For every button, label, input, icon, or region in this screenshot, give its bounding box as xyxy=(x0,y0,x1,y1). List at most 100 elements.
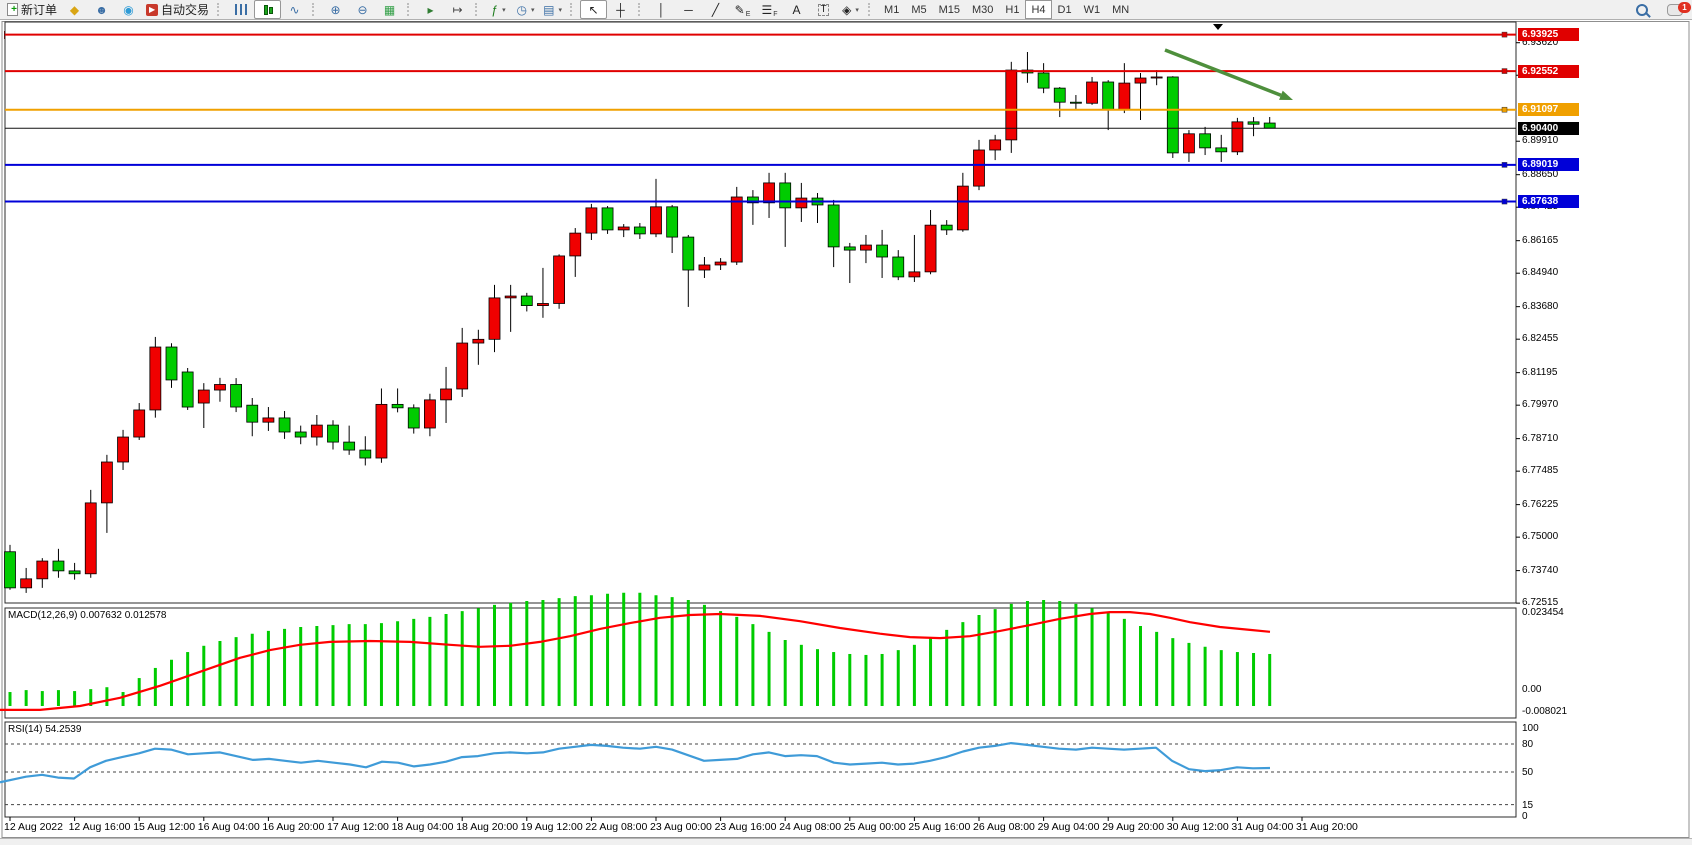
line-handle-icon[interactable] xyxy=(1501,31,1508,38)
trend-arrow[interactable] xyxy=(1164,48,1293,100)
candlestick-icon xyxy=(262,4,274,16)
rsi-scale-label: 50 xyxy=(1522,767,1534,778)
candle-body xyxy=(633,226,646,235)
timeframe-h1[interactable]: H1 xyxy=(1005,3,1020,16)
line-handle-icon[interactable] xyxy=(1501,68,1508,74)
new-order-button[interactable]: + 新订单 xyxy=(3,0,61,19)
candlestick-chart-button[interactable] xyxy=(254,0,282,19)
time-axis-label: 12 Aug 2022 xyxy=(4,821,63,833)
candle-body xyxy=(472,338,485,344)
candle-body xyxy=(262,417,275,423)
horizontal-line-icon: ─ xyxy=(684,2,693,17)
arrows-button[interactable]: ◈ ▾ xyxy=(837,0,864,19)
bar-chart-button[interactable] xyxy=(227,0,254,19)
zoom-out-button[interactable]: ⊖ xyxy=(349,0,376,19)
line-handle-icon[interactable] xyxy=(1501,162,1508,168)
candle-body xyxy=(601,207,614,231)
metaeditor-icon: ◆ xyxy=(69,2,80,17)
timeframe-mn[interactable]: MN xyxy=(1112,3,1130,16)
time-axis-label: 31 Aug 20:00 xyxy=(1296,821,1358,833)
timeframe-m5[interactable]: M5 xyxy=(911,3,927,16)
text-label-icon: T xyxy=(818,3,829,16)
toolbar: + 新订单 ◆ ☻ ◉ ▶ 自动交易 ∿ ⊕ ⊖ ▦ ▸ ↦ ƒ ▾ ◷ ▾ ▤ ▾ ↖ ┼ │ ─ ╱ ✎ E ☰ F A T ◈ ▾ M1 M… xyxy=(0,0,1692,20)
candle-body xyxy=(989,139,1002,151)
signals-button[interactable]: ◉ xyxy=(115,0,142,19)
trend-arrow-head xyxy=(1279,90,1293,100)
candle-body xyxy=(1102,81,1115,111)
line-handle-icon[interactable] xyxy=(1501,106,1508,113)
new-order-button-label: 新订单 xyxy=(21,3,58,17)
chart-shift-marker-icon xyxy=(1213,24,1223,30)
fibonacci-button[interactable]: ☰ F xyxy=(756,0,783,19)
candle-body xyxy=(84,502,97,575)
candle-body xyxy=(68,570,81,575)
price-scale-tick: 6.83680 xyxy=(1522,300,1559,312)
timeframe-m1[interactable]: M1 xyxy=(884,3,900,16)
tile-windows-button[interactable]: ▦ xyxy=(376,0,403,19)
candle-body xyxy=(682,236,695,271)
candle-body xyxy=(1118,82,1131,111)
price-badge: 6.91097 xyxy=(1518,103,1579,117)
time-axis-label: 26 Aug 08:00 xyxy=(973,821,1035,833)
chat-button[interactable]: 1 xyxy=(1661,1,1691,20)
candle-body xyxy=(197,389,210,404)
trend-arrow-line[interactable] xyxy=(1164,48,1282,97)
level-lines[interactable] xyxy=(5,31,1516,205)
crosshair-button[interactable]: ┼ xyxy=(607,0,634,19)
price-scale-tick: 6.73740 xyxy=(1522,564,1559,576)
candle-body xyxy=(553,255,565,304)
text-button[interactable]: A xyxy=(783,0,810,19)
templates-button[interactable]: ▤ ▾ xyxy=(539,0,566,19)
chevron-down-icon: ▾ xyxy=(502,6,506,14)
candle-body xyxy=(827,204,840,248)
timeframe-m30[interactable]: M30 xyxy=(972,3,994,16)
candle-body xyxy=(908,271,921,278)
timeframe-m15[interactable]: M15 xyxy=(938,3,960,16)
equidistant-channel-button[interactable]: ✎ E xyxy=(729,0,756,19)
price-scale-tick: 6.93620 xyxy=(1522,36,1559,48)
auto-scroll-button[interactable]: ▸ xyxy=(417,0,444,19)
candle-body xyxy=(101,461,113,504)
line-handle-icon[interactable] xyxy=(1501,198,1508,205)
autotrading-button[interactable]: ▶ 自动交易 xyxy=(142,0,213,19)
time-axis-label: 19 Aug 12:00 xyxy=(520,821,583,833)
periods-button[interactable]: ◷ ▾ xyxy=(512,0,539,19)
indicators-button[interactable]: ƒ ▾ xyxy=(485,0,512,19)
chart-shift-button[interactable]: ↦ xyxy=(444,0,471,19)
equidistant-channel-icon-sub: E xyxy=(745,11,751,18)
candle-body xyxy=(133,409,146,438)
trendline-button[interactable]: ╱ xyxy=(702,0,729,19)
candle-body xyxy=(747,196,759,204)
community-button[interactable]: ☻ xyxy=(88,0,115,19)
search-button[interactable] xyxy=(1628,1,1655,20)
text-label-button[interactable]: T xyxy=(810,0,837,19)
time-axis-label: 30 Aug 12:00 xyxy=(1166,821,1229,833)
toolbar-separator xyxy=(407,3,413,16)
time-axis-label: 25 Aug 16:00 xyxy=(908,821,971,833)
candle-body xyxy=(440,388,452,401)
rsi-label: RSI(14) 54.2539 xyxy=(8,724,82,735)
candle-body xyxy=(117,436,129,463)
vertical-line-button[interactable]: │ xyxy=(648,0,675,19)
macd-scale-label: -0.008021 xyxy=(1522,706,1568,717)
equidistant-channel-icon: ✎ xyxy=(734,2,745,17)
line-chart-button[interactable]: ∿ xyxy=(281,0,308,19)
price-scale-tick: 6.84940 xyxy=(1522,267,1559,279)
timeframe-d1[interactable]: D1 xyxy=(1057,3,1072,16)
candle-body xyxy=(149,346,162,411)
cursor-button[interactable]: ↖ xyxy=(580,0,608,19)
timeframe-h4[interactable]: H4 xyxy=(1025,0,1052,19)
time-axis-label: 25 Aug 00:00 xyxy=(843,821,906,833)
candle-body xyxy=(940,224,953,231)
toolbar-separator xyxy=(868,3,874,16)
time-axis-label: 16 Aug 20:00 xyxy=(262,821,325,833)
candle-body xyxy=(1263,122,1276,129)
horizontal-line-button[interactable]: ─ xyxy=(675,0,702,19)
candle-body xyxy=(343,441,356,451)
zoom-in-button[interactable]: ⊕ xyxy=(322,0,349,19)
timeframe-w1[interactable]: W1 xyxy=(1083,3,1101,16)
rsi-line xyxy=(0,741,1271,784)
metaeditor-button[interactable]: ◆ xyxy=(61,0,88,19)
candle-body xyxy=(310,424,323,438)
